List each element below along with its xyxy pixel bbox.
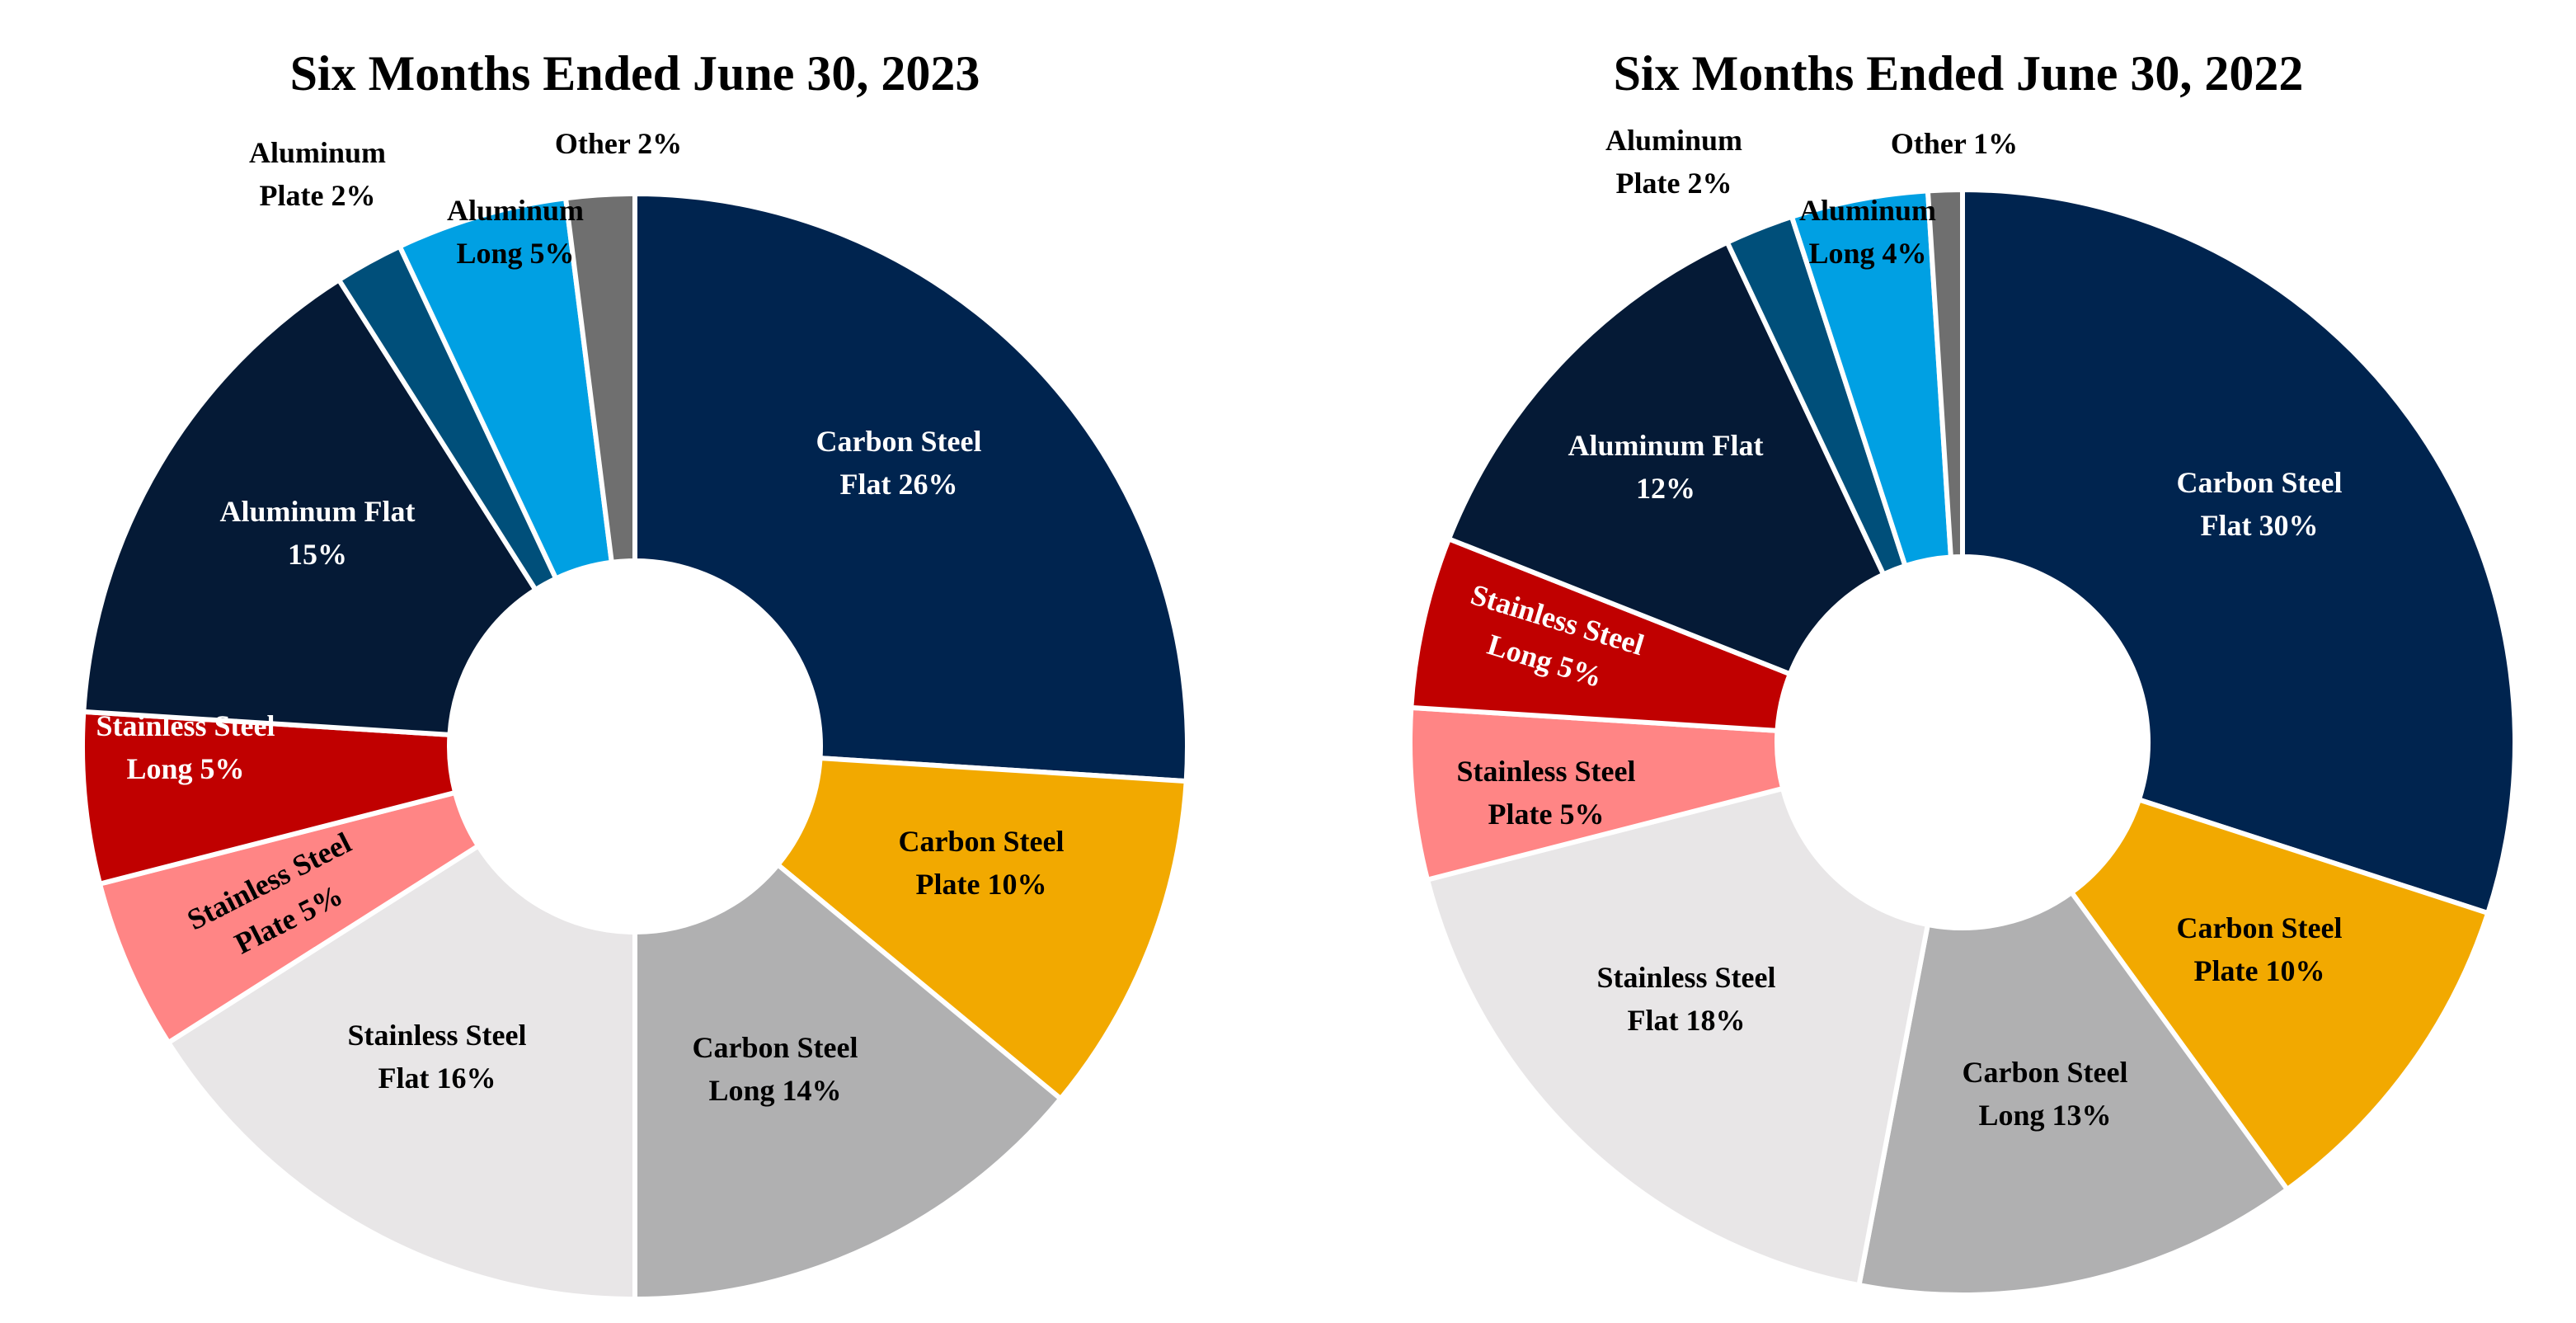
slice-2-10 xyxy=(1925,186,1965,560)
slice-label-2-1: Carbon Steel Flat 30% xyxy=(2177,466,2343,542)
slice-2-7 xyxy=(1445,238,1887,678)
slice-label-1-1: Carbon Steel Flat 26% xyxy=(816,425,982,501)
donut-chart-2: Carbon Steel Flat 30% Carbon Steel Plate 10… xyxy=(1407,46,2517,1297)
chart-title-2: Six Months Ended June 30, 2022 xyxy=(1614,46,2304,101)
slice-label-1-6: Stainless Steel Long 5% xyxy=(96,709,275,785)
slice-label-1-4: Stainless Steel Flat 16% xyxy=(347,1019,526,1095)
slice-1-3 xyxy=(632,861,1065,1302)
slice-label-1-7: Aluminum Flat 15% xyxy=(219,495,415,571)
slice-1-10 xyxy=(562,191,637,566)
slice-label-2-10: Other 1% xyxy=(1891,127,2018,160)
slice-1-4 xyxy=(165,842,637,1302)
donut-chart-1: Carbon Steel Flat 26% Carbon Steel Plate 10… xyxy=(80,46,1191,1302)
slice-label-2-9: Aluminum Long 4% xyxy=(1799,194,1936,270)
slice-label-1-9: Aluminum Long 5% xyxy=(447,194,584,270)
chart-title-1: Six Months Ended June 30, 2023 xyxy=(290,46,980,101)
slice-label-2-7: Aluminum Flat 12% xyxy=(1568,429,1763,505)
slice-2-3 xyxy=(1855,888,2292,1297)
slice-label-1-3: Carbon Steel Long 14% xyxy=(693,1031,858,1107)
slice-label-1-8: Aluminum Plate 2% xyxy=(249,136,386,212)
slice-1-7 xyxy=(81,276,539,738)
slice-label-2-4: Stainless Steel Flat 18% xyxy=(1596,961,1775,1037)
slice-1-2 xyxy=(774,755,1189,1103)
slice-label-2-5: Stainless Steel Plate 5% xyxy=(1456,755,1635,831)
slice-2-4 xyxy=(1424,785,1931,1288)
slice-label-2-2: Carbon Steel Plate 10% xyxy=(2177,911,2343,987)
slice-label-1-2: Carbon Steel Plate 10% xyxy=(899,825,1065,901)
slice-label-2-3: Carbon Steel Long 13% xyxy=(1963,1056,2128,1132)
slice-label-1-10: Other 2% xyxy=(555,127,682,160)
slice-2-1 xyxy=(1960,186,2517,916)
slice-label-2-8: Aluminum Plate 2% xyxy=(1605,124,1742,200)
slice-1-1 xyxy=(632,191,1191,784)
slice-2-2 xyxy=(2068,796,2491,1194)
